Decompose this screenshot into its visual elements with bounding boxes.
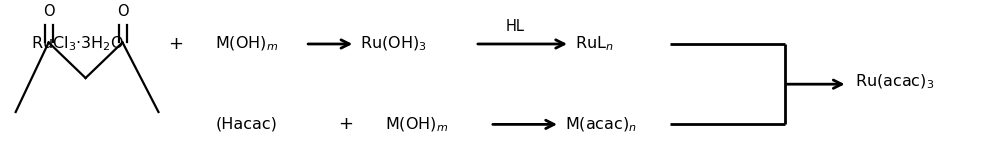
Text: Ru(OH)$_3$: Ru(OH)$_3$	[360, 35, 427, 53]
Text: O: O	[117, 4, 128, 19]
Text: O: O	[43, 4, 54, 19]
Text: M(acac)$_n$: M(acac)$_n$	[565, 115, 637, 134]
Text: RuL$_n$: RuL$_n$	[575, 35, 614, 53]
Text: RuCl$_3$·3H$_2$O: RuCl$_3$·3H$_2$O	[31, 35, 123, 53]
Text: (Hacac): (Hacac)	[215, 117, 277, 132]
Text: +: +	[168, 35, 183, 53]
Text: Ru(acac)$_3$: Ru(acac)$_3$	[855, 73, 934, 91]
Text: M(OH)$_m$: M(OH)$_m$	[385, 115, 448, 134]
Text: +: +	[338, 115, 353, 133]
Text: HL: HL	[506, 20, 524, 34]
Text: M(OH)$_m$: M(OH)$_m$	[215, 35, 279, 53]
